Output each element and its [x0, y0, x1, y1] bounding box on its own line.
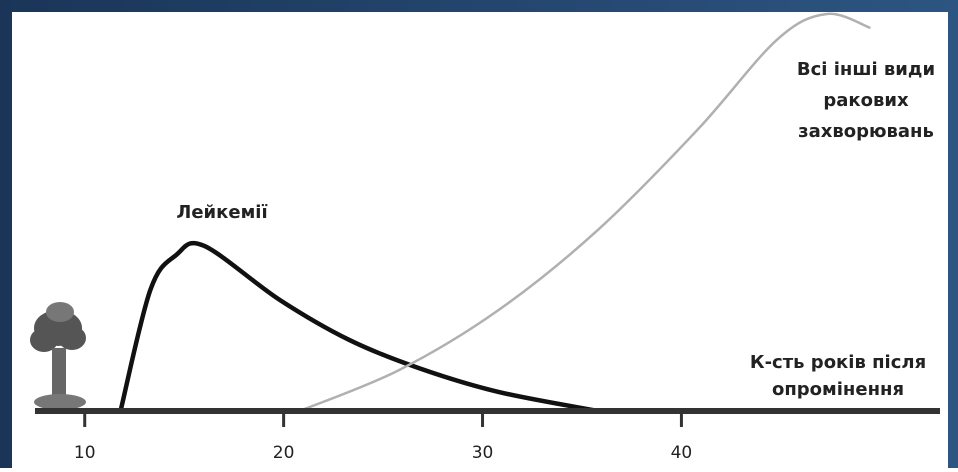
series-label: Лейкемії: [176, 202, 267, 223]
x-axis-label: К-сть років після: [750, 352, 926, 373]
series-label: захворювань: [798, 121, 934, 142]
series-label: ракових: [823, 90, 909, 111]
x-axis-label: опромінення: [772, 379, 904, 400]
x-tick-label: 20: [273, 443, 295, 463]
x-tick-label: 30: [472, 443, 494, 463]
chart: Лейкемії Всі інші види ракових захворювань 1…: [0, 0, 958, 468]
x-tick-label: 10: [74, 443, 96, 463]
series-label: Всі інші види: [797, 59, 935, 80]
x-tick-label: 40: [671, 443, 693, 463]
